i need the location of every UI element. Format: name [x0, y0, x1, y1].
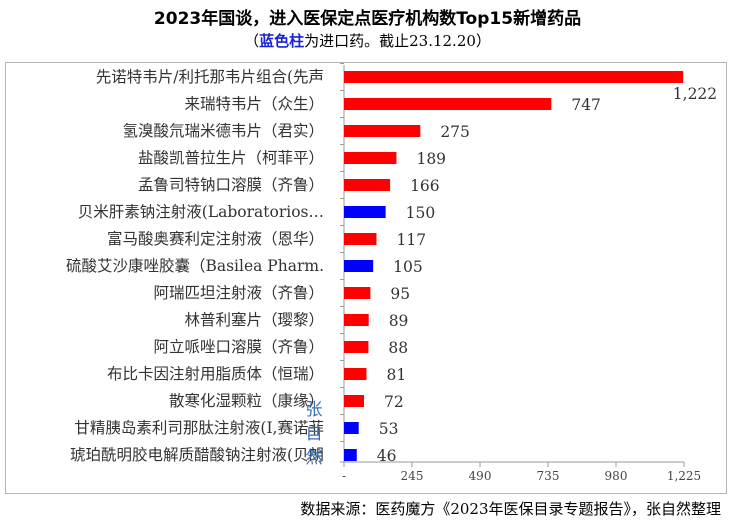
bar [344, 260, 374, 272]
category-label: 富马酸奥赛利定注射液（恩华） [107, 229, 324, 248]
subtitle-rest: 为进口药。截止23.12.20） [304, 32, 491, 50]
chart-title: 2023年国谈，进入医保定点医疗机构数Top15新增药品 [153, 9, 582, 29]
value-label: 89 [389, 312, 409, 330]
category-label: 布比卡因注射用脂质体（恒瑞） [107, 365, 324, 383]
category-label: 孟鲁司特钠口溶膜（齐鲁） [138, 176, 324, 194]
bar [344, 98, 552, 110]
category-label: 阿瑞匹坦注射液（齐鲁） [153, 284, 324, 302]
category-label: 阿立哌唑口溶膜（齐鲁） [153, 338, 324, 356]
value-label: 72 [384, 393, 404, 411]
category-label: 盐酸凯普拉生片（柯菲平） [138, 149, 324, 167]
chart-subtitle: （蓝色柱为进口药。截止23.12.20） [0, 30, 735, 51]
subtitle-open: （ [244, 32, 260, 50]
bar [344, 206, 386, 218]
value-label: 81 [386, 366, 406, 384]
bar [344, 314, 369, 326]
category-label: 氢溴酸氘瑞米德韦片（君实） [122, 122, 324, 140]
category-label: 硫酸艾沙康唑胶囊（Basilea Pharm. [66, 257, 324, 275]
value-label: 46 [377, 447, 397, 465]
category-label: 散寒化湿颗粒（康缘） [169, 391, 324, 410]
x-tick-label: 245 [401, 469, 424, 483]
value-label: 189 [416, 150, 446, 168]
bar [344, 395, 364, 407]
bar [344, 341, 369, 353]
bar-chart: - 245 490 735 980 1,225 先诺特韦片/利托那韦片组合(先声 1,222 来… [66, 63, 717, 483]
x-tick-label: 980 [605, 469, 628, 483]
x-tick-label: 735 [537, 469, 560, 483]
value-label: 117 [396, 231, 426, 249]
x-tick-label: 490 [469, 469, 492, 483]
category-label: 贝米肝素钠注射液(Laboratorios… [78, 203, 324, 221]
value-label: 275 [440, 123, 470, 141]
bar [344, 287, 371, 299]
bar [344, 71, 684, 83]
value-label: 88 [388, 339, 408, 357]
value-label: 150 [406, 204, 436, 222]
category-label: 先诺特韦片/利托那韦片组合(先声 [96, 68, 324, 86]
category-label: 琥珀酰明胶电解质醋酸钠注射液(贝朗 [70, 446, 324, 464]
value-label: 95 [390, 285, 410, 303]
category-label: 来瑞特韦片（众生） [184, 95, 324, 113]
x-tick-label: 1,225 [667, 469, 701, 483]
bar [344, 449, 357, 461]
bar [344, 179, 391, 191]
value-label: 1,222 [673, 85, 717, 103]
handwritten-signature: 张自然 [305, 400, 323, 468]
value-label: 166 [410, 177, 440, 195]
bar [344, 233, 377, 245]
x-tick-label: - [342, 469, 346, 483]
subtitle-highlight: 蓝色柱 [259, 32, 305, 50]
data-source-note: 数据来源：医药魔方《2023年医保目录专题报告》，张自然整理 [300, 500, 721, 518]
value-label: 105 [393, 258, 423, 276]
value-label: 747 [571, 96, 601, 114]
bar [344, 368, 367, 380]
bar [344, 125, 421, 137]
category-label: 甘精胰岛素利司那肽注射液(I,赛诺菲 [74, 418, 324, 437]
bar [344, 422, 359, 434]
category-label: 林普利塞片（璎黎） [184, 311, 324, 329]
bar [344, 152, 397, 164]
chart-plot-area: - 245 490 735 980 1,225 先诺特韦片/利托那韦片组合(先声 1,222 来… [5, 62, 727, 494]
value-label: 53 [379, 420, 399, 438]
